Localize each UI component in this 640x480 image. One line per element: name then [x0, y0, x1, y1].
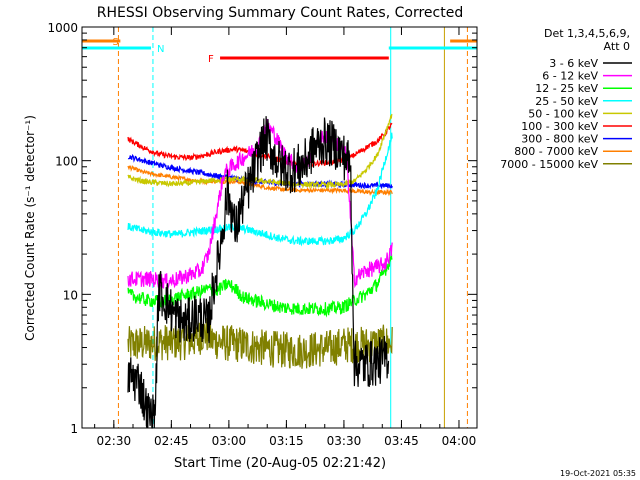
y-tick-label-2: 100	[55, 155, 78, 169]
x-tick-label-1: 02:45	[154, 434, 189, 448]
legend-label-6: 300 - 800 keV	[521, 133, 598, 146]
x-tick-label-3: 03:15	[269, 434, 304, 448]
y-tick-label-3: 1000	[47, 21, 78, 35]
flag-f-label: F	[208, 54, 214, 65]
legend-label-3: 25 - 50 keV	[535, 95, 598, 108]
chart-title: RHESSI Observing Summary Count Rates, Co…	[97, 5, 463, 21]
x-tick-label-2: 03:00	[212, 434, 247, 448]
plot-frame	[81, 26, 478, 429]
flag-n-label: N	[157, 44, 164, 55]
y-tick-label-0: 1	[70, 422, 78, 436]
series-line-7000-15000-kev	[127, 318, 393, 369]
legend-label-8: 7000 - 15000 keV	[500, 158, 598, 171]
legend-label-2: 12 - 25 keV	[535, 82, 598, 95]
y-tick-label-1: 10	[63, 288, 78, 302]
series-line-12-25-kev	[127, 250, 393, 318]
y-axis-label: Corrected Count Rate (s⁻¹ detector⁻¹)	[23, 115, 37, 341]
legend-label-0: 3 - 6 keV	[549, 57, 598, 70]
series-line-25-50-kev	[127, 132, 393, 247]
flag-s-label: S	[112, 37, 118, 48]
x-axis-label: Start Time (20-Aug-05 02:21:42)	[174, 456, 386, 471]
legend-label-4: 50 - 100 keV	[528, 107, 598, 120]
plot-area: S N F	[82, 27, 477, 429]
legend-label-5: 100 - 300 keV	[521, 120, 598, 133]
x-tick-label-6: 04:00	[442, 434, 477, 448]
x-tick-label-0: 02:30	[97, 434, 132, 448]
legend-label-1: 6 - 12 keV	[542, 70, 598, 83]
x-tick-label-4: 03:30	[327, 434, 362, 448]
legend-label-7: 800 - 7000 keV	[514, 145, 598, 158]
footer-timestamp: 19-Oct-2021 05:35	[560, 469, 636, 478]
x-tick-label-5: 03:45	[384, 434, 419, 448]
series-line-3-6-kev	[127, 116, 390, 429]
axes: 02:30 02:45 03:00 03:15 03:30 03:45 04:00 1 10 10…	[47, 21, 477, 448]
legend-header-detectors: Det 1,3,4,5,6,9,	[544, 27, 630, 40]
legend-header-attenuator: Att 0	[604, 40, 630, 53]
